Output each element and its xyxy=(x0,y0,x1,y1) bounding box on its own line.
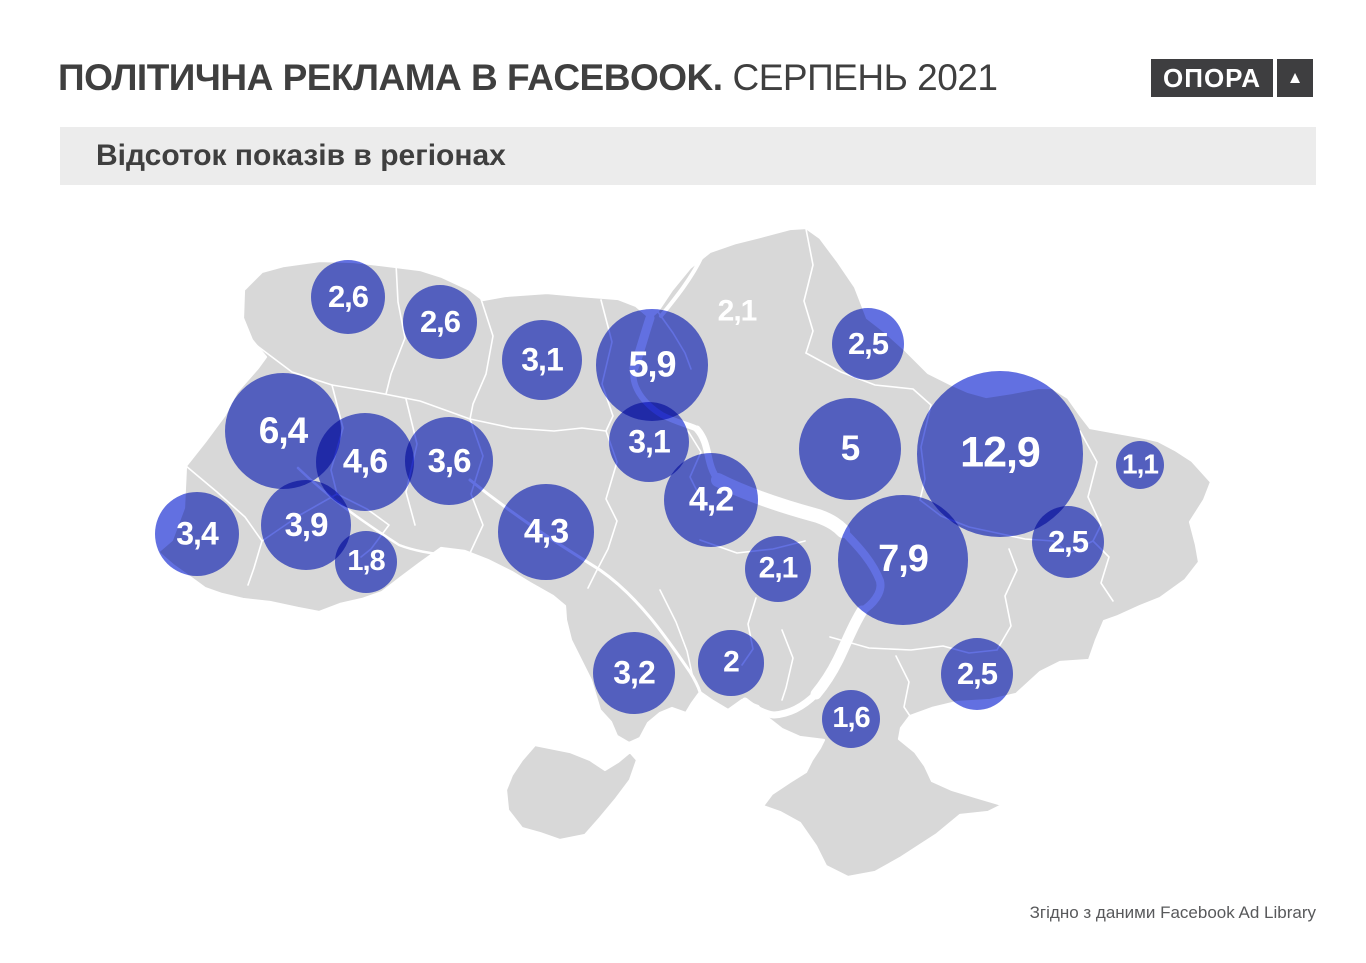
bubble xyxy=(1031,505,1105,579)
opora-logo-text: ОПОРА xyxy=(1151,59,1273,97)
bubble-value: 4,3 xyxy=(523,512,569,551)
bubble-value: 12,9 xyxy=(960,428,1041,477)
bubble-value: 6,4 xyxy=(258,409,308,451)
bubble-value: 1,6 xyxy=(832,701,870,734)
bubble xyxy=(405,417,493,505)
bubble-value: 2 xyxy=(723,645,740,679)
bubble-value: 2,6 xyxy=(327,278,369,314)
subtitle-text: Відсоток показів в регіонах xyxy=(96,139,506,172)
bubble-value: 5 xyxy=(840,428,860,468)
bubble xyxy=(831,307,905,381)
bubble xyxy=(698,630,764,696)
bubble xyxy=(838,495,968,625)
bubble-value: 2,5 xyxy=(956,655,998,691)
page-title-bold: ПОЛІТИЧНА РЕКЛАМА В FACEBOOK. xyxy=(58,57,723,98)
bubble-value: 3,2 xyxy=(613,654,655,691)
bubble-value: 3,1 xyxy=(521,341,563,378)
bubble xyxy=(498,484,594,580)
bubble xyxy=(335,531,397,593)
bubble-value: 3,9 xyxy=(284,505,329,543)
bubble xyxy=(940,637,1014,711)
bubble-value: 3,4 xyxy=(176,515,218,552)
bubble-value: 3,6 xyxy=(427,441,472,479)
bubble-value: 2,5 xyxy=(847,325,889,361)
page-title-period: СЕРПЕНЬ 2021 xyxy=(732,57,998,98)
bubble-value: 1,1 xyxy=(1122,448,1159,480)
bubble xyxy=(592,631,676,715)
bubble xyxy=(402,284,478,360)
header: ПОЛІТИЧНА РЕКЛАМА В FACEBOOK. СЕРПЕНЬ 202… xyxy=(58,54,1313,102)
bubble-value: 7,9 xyxy=(878,538,929,581)
bubble-value: 4,6 xyxy=(342,442,388,481)
opora-logo-triangle-icon: ▲ xyxy=(1277,59,1313,97)
bubble xyxy=(1115,440,1165,490)
bubble xyxy=(154,491,240,577)
bubble-value: 4,2 xyxy=(688,480,734,519)
page-title: ПОЛІТИЧНА РЕКЛАМА В FACEBOOK. СЕРПЕНЬ 202… xyxy=(58,57,998,99)
bubble-value: 2,1 xyxy=(758,551,799,585)
bubble-value: 2,5 xyxy=(1047,523,1089,559)
bubble xyxy=(663,452,759,548)
bubble-value: 5,9 xyxy=(628,343,676,385)
bubble xyxy=(310,259,386,335)
bubble xyxy=(798,397,902,501)
map-value-plain: 2,1 xyxy=(717,294,758,328)
bubble xyxy=(501,319,583,401)
bubble xyxy=(744,535,812,603)
opora-logo: ОПОРА ▲ xyxy=(1151,59,1313,97)
subtitle-bar: Відсоток показів в регіонах xyxy=(60,127,1316,185)
bubble-value: 1,8 xyxy=(347,544,385,577)
bubble-value: 2,6 xyxy=(419,303,461,339)
budjak-land xyxy=(504,743,639,842)
bubble xyxy=(821,689,881,749)
bubble-value: 3,1 xyxy=(628,423,670,460)
source-note: Згідно з даними Facebook Ad Library xyxy=(1029,903,1316,922)
